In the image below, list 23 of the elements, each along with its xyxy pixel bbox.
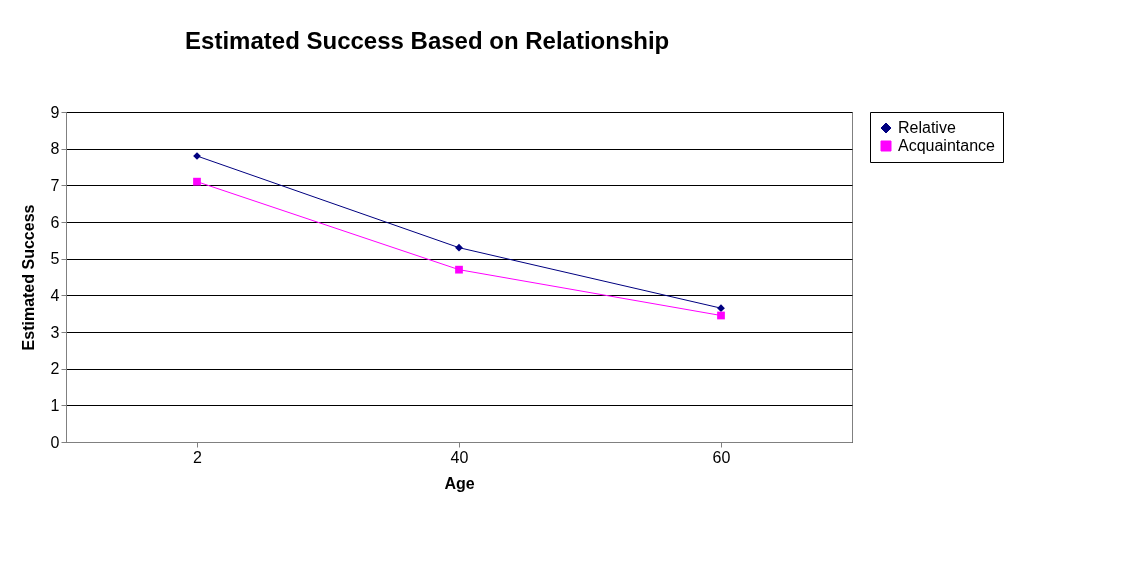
point <box>455 243 463 252</box>
y-tick-label: 4 <box>50 286 60 304</box>
x-tick-label: 60 <box>712 448 731 466</box>
y-tick-label: 6 <box>50 213 60 231</box>
y-tick-label: 9 <box>50 103 60 121</box>
point <box>455 265 463 274</box>
y-tick-label: 3 <box>50 323 60 341</box>
y-tick-label: 1 <box>50 396 60 414</box>
y-tick-label: 8 <box>50 140 60 158</box>
x-tick-label: 40 <box>450 448 469 466</box>
x-tick-label: 2 <box>193 448 203 466</box>
point <box>193 177 201 186</box>
legend-label: Acquaintance <box>898 137 996 154</box>
y-tick-label: 2 <box>50 360 60 378</box>
y-axis-title: Estimated Success <box>19 204 37 351</box>
x-axis-title: Age <box>444 474 475 492</box>
y-tick-label: 5 <box>50 250 60 268</box>
y-tick-label: 7 <box>50 176 60 194</box>
point <box>717 311 725 320</box>
point <box>717 304 725 313</box>
y-tick-label: 0 <box>50 433 60 451</box>
legend-label: Relative <box>898 119 956 136</box>
chart-title: Estimated Success Based on Relationship <box>185 27 670 54</box>
